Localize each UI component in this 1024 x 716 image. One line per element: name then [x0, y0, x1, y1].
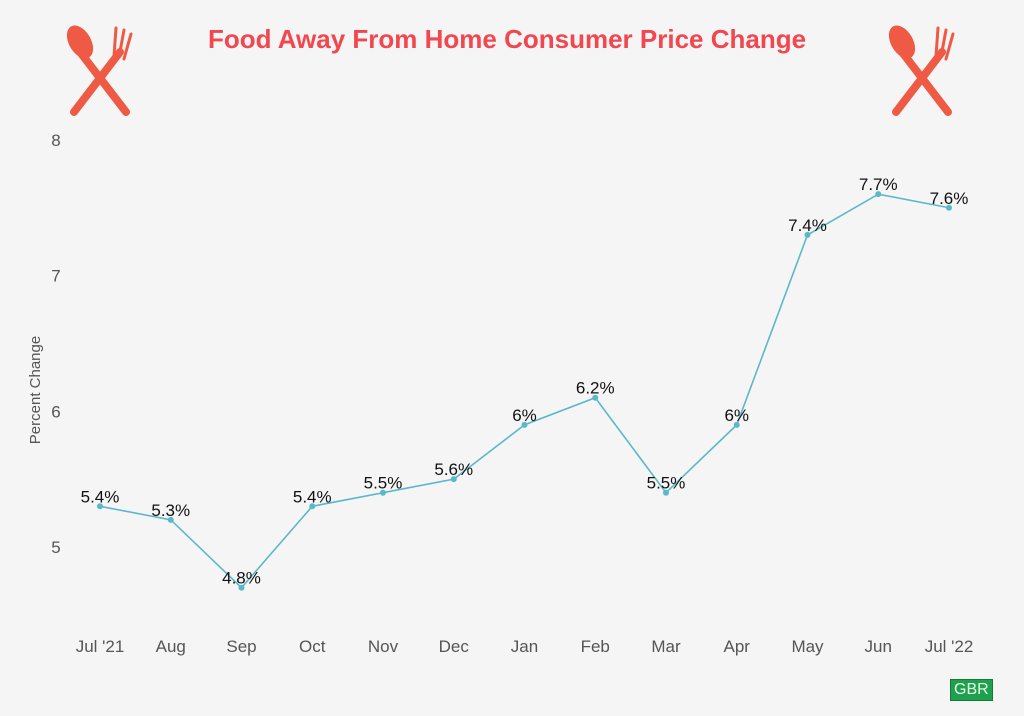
x-tick-label: Nov	[368, 637, 399, 656]
y-axis-label: Percent Change	[27, 336, 44, 444]
data-label: 5.4%	[81, 487, 120, 506]
y-tick-label: 6	[51, 402, 60, 421]
data-point	[592, 394, 599, 401]
data-point	[875, 191, 882, 198]
data-label: 6.2%	[576, 379, 615, 398]
x-tick-label: Mar	[651, 637, 681, 656]
data-point	[946, 204, 952, 211]
x-tick-label: Sep	[226, 637, 256, 656]
data-point	[309, 503, 316, 510]
data-point	[733, 421, 740, 428]
y-tick-label: 5	[51, 538, 60, 557]
x-tick-label: Feb	[581, 637, 610, 656]
data-point	[167, 516, 174, 523]
data-point	[238, 584, 245, 591]
data-point	[450, 476, 457, 483]
chart-title: Food Away From Home Consumer Price Chang…	[207, 24, 807, 54]
x-tick-label: Jul '22	[925, 637, 974, 656]
data-label: 5.3%	[151, 501, 190, 520]
data-label: 5.5%	[647, 474, 686, 493]
x-tick-label: Jan	[511, 637, 538, 656]
x-tick-label: May	[791, 637, 824, 656]
series-line	[99, 193, 950, 589]
data-label: 4.8%	[222, 569, 261, 588]
fork-spoon-icon	[888, 25, 955, 116]
gbr-badge: GBR	[950, 679, 993, 701]
x-tick-label: Dec	[439, 637, 470, 656]
x-tick-label: Aug	[156, 637, 186, 656]
x-tick-label: Jun	[865, 637, 892, 656]
data-point	[97, 503, 103, 510]
y-tick-label: 7	[51, 267, 60, 286]
data-point	[804, 231, 811, 238]
y-tick-label: 8	[51, 131, 60, 150]
data-label: 7.7%	[859, 175, 898, 194]
data-label: 7.4%	[788, 216, 827, 235]
x-tick-label: Jul '21	[76, 637, 125, 656]
data-point	[380, 489, 386, 496]
x-tick-label: Apr	[724, 637, 751, 656]
data-label: 5.6%	[434, 460, 473, 479]
data-point	[521, 421, 528, 428]
data-point	[663, 489, 669, 496]
data-label: 6%	[512, 406, 537, 425]
data-label: 7.6%	[930, 189, 969, 208]
data-label: 5.5%	[364, 474, 403, 493]
x-tick-label: Oct	[299, 637, 326, 656]
data-label: 6%	[724, 406, 749, 425]
data-label: 5.4%	[293, 487, 332, 506]
fork-spoon-icon	[66, 25, 133, 116]
